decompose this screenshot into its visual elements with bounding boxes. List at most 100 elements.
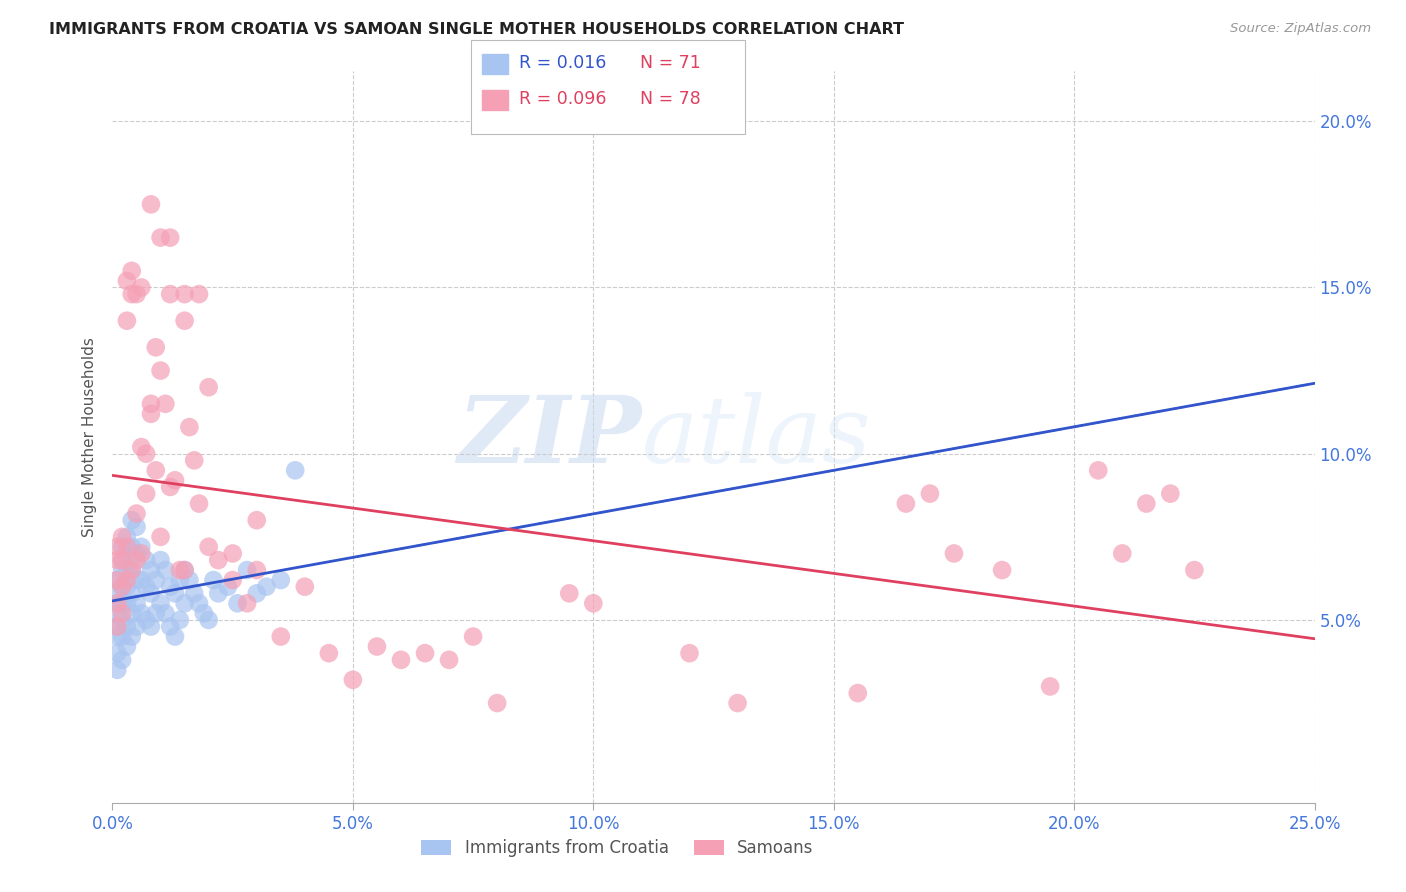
Point (197, 613, 219, 627)
Point (105, 573, 128, 587)
Text: Source: ZipAtlas.com: Source: ZipAtlas.com (1230, 22, 1371, 36)
Point (145, 607, 167, 621)
Point (115, 640, 138, 654)
Point (139, 563, 162, 577)
Point (173, 563, 195, 577)
Point (105, 646, 128, 660)
Point (139, 619, 162, 633)
Point (246, 563, 269, 577)
Point (131, 280, 153, 294)
Point (155, 397, 177, 411)
Point (169, 563, 191, 577)
Point (1087, 463, 1109, 477)
Point (111, 530, 134, 544)
Point (111, 653, 134, 667)
Point (125, 573, 148, 587)
Point (169, 573, 191, 587)
Point (111, 580, 134, 594)
Point (207, 553, 229, 567)
Point (105, 619, 128, 633)
Point (121, 287, 143, 301)
Text: N = 78: N = 78 (640, 90, 700, 108)
Point (236, 563, 259, 577)
Point (486, 696, 509, 710)
Point (582, 596, 605, 610)
Text: ZIP: ZIP (457, 392, 641, 482)
Point (125, 619, 148, 633)
Point (105, 663, 128, 677)
Point (115, 314, 138, 328)
Point (342, 673, 364, 687)
Point (131, 440, 153, 454)
Point (111, 607, 134, 621)
Point (163, 473, 186, 487)
Point (131, 573, 153, 587)
Point (222, 573, 245, 587)
Point (222, 546, 245, 560)
Point (115, 580, 138, 594)
Point (105, 573, 128, 587)
Point (121, 563, 143, 577)
Point (111, 540, 134, 554)
Point (217, 580, 239, 594)
Text: R = 0.016: R = 0.016 (519, 54, 606, 72)
Point (139, 397, 162, 411)
Point (125, 287, 148, 301)
Point (183, 453, 205, 467)
Point (173, 314, 195, 328)
Point (115, 573, 138, 587)
Point (131, 540, 153, 554)
Point (918, 486, 941, 500)
Point (145, 463, 167, 477)
Point (135, 486, 157, 500)
Point (202, 573, 225, 587)
Point (105, 607, 128, 621)
Point (139, 586, 162, 600)
Point (389, 653, 412, 667)
Point (159, 230, 181, 244)
Point (121, 540, 143, 554)
Point (149, 230, 172, 244)
Point (125, 507, 148, 521)
Point (1039, 680, 1062, 694)
Text: N = 71: N = 71 (640, 54, 700, 72)
Point (155, 607, 177, 621)
Point (159, 580, 181, 594)
Point (115, 530, 138, 544)
Point (105, 540, 128, 554)
Point (173, 596, 195, 610)
Y-axis label: Single Mother Households: Single Mother Households (82, 337, 97, 537)
Point (163, 586, 186, 600)
Point (105, 596, 128, 610)
Point (115, 619, 138, 633)
Point (207, 586, 229, 600)
Point (197, 540, 219, 554)
Point (105, 586, 128, 600)
Point (115, 546, 138, 560)
Point (111, 580, 134, 594)
Point (366, 640, 388, 654)
Point (149, 553, 172, 567)
Point (188, 497, 211, 511)
Point (139, 407, 162, 421)
Point (173, 563, 195, 577)
Point (145, 340, 167, 354)
Point (226, 596, 249, 610)
Point (105, 630, 128, 644)
Point (894, 497, 917, 511)
Point (188, 287, 211, 301)
Text: atlas: atlas (641, 392, 870, 482)
Point (254, 580, 277, 594)
Point (115, 596, 138, 610)
Text: IMMIGRANTS FROM CROATIA VS SAMOAN SINGLE MOTHER HOUSEHOLDS CORRELATION CHART: IMMIGRANTS FROM CROATIA VS SAMOAN SINGLE… (49, 22, 904, 37)
Point (121, 513, 143, 527)
Point (121, 563, 143, 577)
Point (461, 630, 484, 644)
Point (115, 563, 138, 577)
Point (188, 596, 211, 610)
Point (111, 563, 134, 577)
Point (179, 573, 201, 587)
Point (131, 607, 153, 621)
Point (183, 586, 205, 600)
Point (111, 553, 134, 567)
